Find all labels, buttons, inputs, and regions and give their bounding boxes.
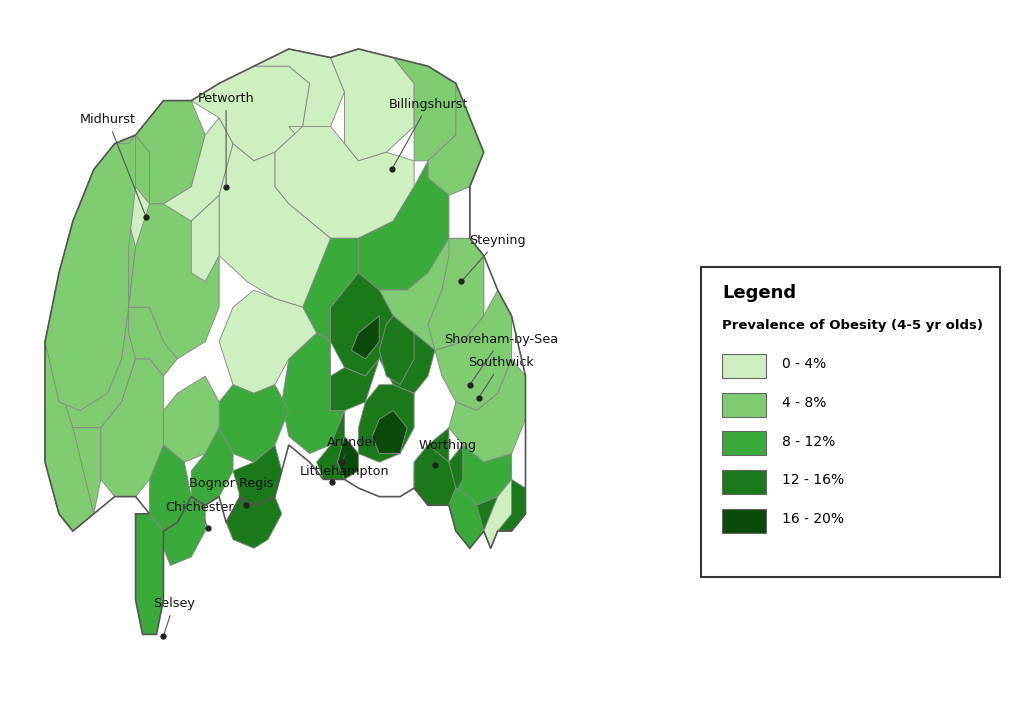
- Polygon shape: [303, 239, 358, 341]
- Polygon shape: [45, 402, 100, 531]
- Polygon shape: [414, 428, 463, 505]
- Polygon shape: [449, 445, 512, 505]
- Text: Selsey: Selsey: [153, 597, 195, 634]
- Text: Worthing: Worthing: [419, 439, 476, 463]
- Text: Littlehampton: Littlehampton: [300, 465, 389, 482]
- Polygon shape: [379, 316, 414, 385]
- Polygon shape: [414, 463, 449, 505]
- Text: Southwick: Southwick: [468, 356, 535, 395]
- Text: 12 - 16%: 12 - 16%: [781, 473, 844, 487]
- Text: 4 - 8%: 4 - 8%: [781, 396, 826, 410]
- Polygon shape: [150, 445, 191, 531]
- Text: Midhurst: Midhurst: [80, 113, 145, 215]
- Text: Petworth: Petworth: [198, 92, 255, 184]
- Polygon shape: [483, 479, 512, 548]
- Text: 16 - 20%: 16 - 20%: [781, 512, 844, 526]
- Text: Bognor Regis: Bognor Regis: [189, 477, 274, 503]
- Text: 8 - 12%: 8 - 12%: [781, 435, 835, 449]
- Polygon shape: [254, 49, 344, 144]
- Text: Billingshurst: Billingshurst: [388, 98, 468, 167]
- Text: Steyning: Steyning: [463, 234, 526, 279]
- Polygon shape: [100, 359, 164, 497]
- Text: Chichester: Chichester: [165, 501, 233, 526]
- Text: Legend: Legend: [722, 283, 797, 302]
- Polygon shape: [135, 101, 205, 204]
- Polygon shape: [358, 385, 414, 463]
- Polygon shape: [191, 428, 233, 505]
- Polygon shape: [435, 290, 512, 410]
- Text: 0 - 4%: 0 - 4%: [781, 357, 826, 371]
- Polygon shape: [316, 410, 358, 479]
- Polygon shape: [331, 359, 379, 410]
- Polygon shape: [191, 66, 309, 161]
- Polygon shape: [449, 488, 483, 548]
- Polygon shape: [331, 49, 414, 161]
- Bar: [722, 393, 766, 416]
- Polygon shape: [358, 161, 449, 290]
- Polygon shape: [45, 135, 150, 428]
- Polygon shape: [282, 333, 344, 454]
- Polygon shape: [45, 341, 52, 463]
- Text: Prevalence of Obesity (4-5 yr olds): Prevalence of Obesity (4-5 yr olds): [722, 319, 983, 332]
- Polygon shape: [449, 359, 525, 463]
- Polygon shape: [338, 436, 358, 479]
- Bar: [722, 509, 766, 533]
- Polygon shape: [226, 497, 282, 548]
- Polygon shape: [129, 307, 177, 376]
- Polygon shape: [164, 497, 205, 566]
- Polygon shape: [274, 126, 414, 239]
- Polygon shape: [129, 204, 219, 359]
- Polygon shape: [219, 385, 289, 463]
- Polygon shape: [219, 144, 358, 307]
- Polygon shape: [164, 376, 219, 463]
- Polygon shape: [470, 479, 525, 531]
- Polygon shape: [379, 316, 435, 393]
- Polygon shape: [129, 118, 233, 247]
- Text: Arundel: Arundel: [327, 436, 377, 460]
- Polygon shape: [379, 187, 483, 350]
- Polygon shape: [233, 445, 282, 505]
- Bar: [722, 431, 766, 455]
- Text: Shoreham-by-Sea: Shoreham-by-Sea: [444, 333, 558, 382]
- Polygon shape: [351, 316, 379, 359]
- Polygon shape: [191, 195, 219, 281]
- Polygon shape: [414, 445, 456, 505]
- Polygon shape: [135, 514, 164, 634]
- Polygon shape: [45, 341, 94, 531]
- Polygon shape: [373, 410, 408, 454]
- Polygon shape: [331, 273, 393, 376]
- Polygon shape: [393, 57, 456, 161]
- Polygon shape: [219, 290, 316, 393]
- FancyBboxPatch shape: [700, 268, 1000, 577]
- Polygon shape: [45, 135, 135, 410]
- Polygon shape: [428, 66, 483, 195]
- Polygon shape: [428, 239, 483, 350]
- Bar: [722, 470, 766, 494]
- Bar: [722, 354, 766, 378]
